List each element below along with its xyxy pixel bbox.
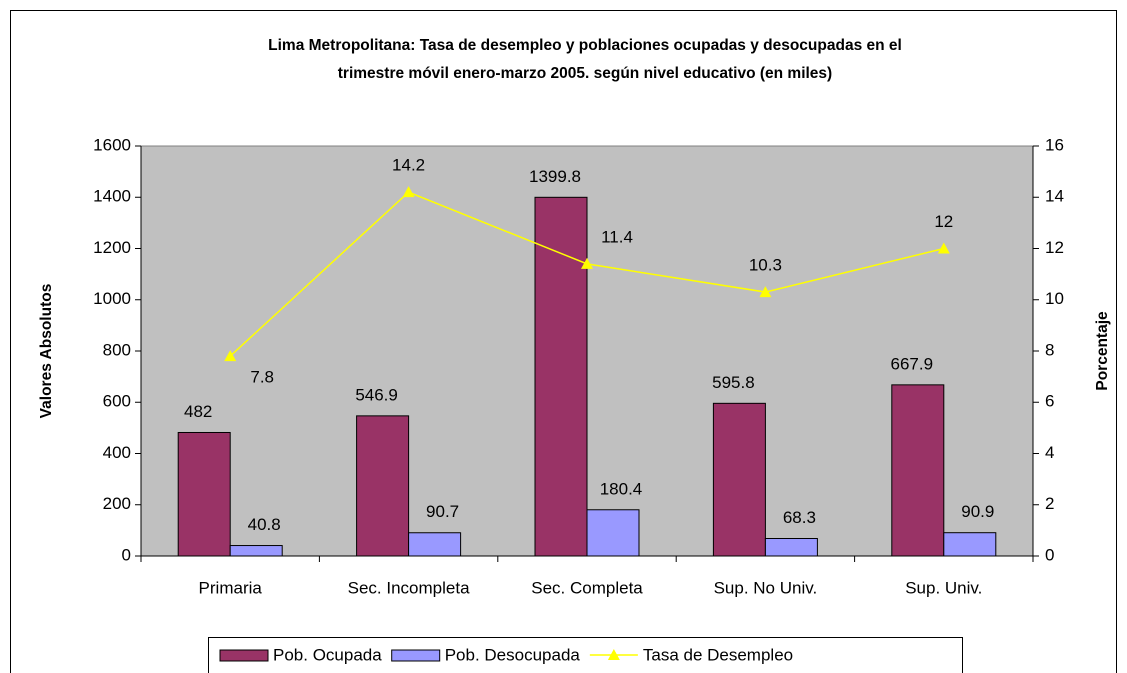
data-label: 1399.8 — [529, 167, 581, 186]
data-label: 12 — [934, 212, 953, 231]
y-tick-label: 400 — [103, 443, 131, 462]
data-label: 10.3 — [749, 256, 782, 275]
x-tick-label: Sec. Completa — [531, 578, 643, 597]
legend-label: Tasa de Desempleo — [643, 645, 793, 664]
data-label: 90.7 — [426, 502, 459, 521]
y-tick-label: 200 — [103, 494, 131, 513]
y-tick-label: 1600 — [93, 135, 131, 154]
line-marker — [224, 350, 237, 362]
line-marker — [937, 242, 950, 254]
chart-frame — [10, 10, 1117, 673]
bar — [764, 537, 818, 557]
data-label: 7.8 — [250, 368, 274, 387]
legend-swatch — [391, 649, 441, 662]
y2-tick-label: 14 — [1045, 187, 1064, 206]
data-label: 482 — [184, 402, 212, 421]
line-marker — [581, 257, 593, 269]
y-tick-label: 1400 — [93, 187, 131, 206]
y-tick-label: 1200 — [93, 238, 131, 257]
x-tick-label: Primaria — [199, 578, 263, 597]
data-label: 595.8 — [712, 373, 755, 392]
bar — [229, 545, 283, 557]
legend-label: Pob. Ocupada — [273, 645, 382, 664]
y2-tick-label: 4 — [1045, 443, 1054, 462]
line-marker — [759, 286, 772, 298]
legend-marker — [607, 649, 620, 660]
x-tick-label: Sup. Univ. — [905, 578, 982, 597]
legend-label: Pob. Desocupada — [445, 645, 581, 664]
bar — [177, 431, 231, 557]
y-tick-label: 0 — [122, 545, 131, 564]
bar — [712, 402, 766, 557]
y2-tick-label: 10 — [1045, 289, 1064, 308]
data-label: 546.9 — [355, 385, 398, 404]
y2-tick-label: 6 — [1045, 392, 1054, 411]
y2-tick-label: 12 — [1045, 238, 1064, 257]
y-tick-label: 600 — [103, 392, 131, 411]
chart-title: trimestre móvil enero-marzo 2005. según … — [338, 65, 832, 82]
chart-title: Lima Metropolitana: Tasa de desempleo y … — [268, 37, 902, 54]
bar — [586, 509, 640, 557]
y2-tick-label: 8 — [1045, 340, 1054, 359]
data-label: 667.9 — [891, 354, 934, 373]
data-label: 90.9 — [961, 502, 994, 521]
data-label: 68.3 — [783, 508, 816, 527]
bar — [534, 196, 588, 557]
data-label: 40.8 — [248, 515, 281, 534]
bar — [943, 532, 997, 557]
y2-axis-title: Porcentaje — [1094, 311, 1111, 391]
x-tick-label: Sup. No Univ. — [714, 578, 818, 597]
x-tick-label: Sec. Incompleta — [348, 578, 470, 597]
y-tick-label: 800 — [103, 340, 131, 359]
legend-box — [208, 637, 963, 673]
bar — [356, 415, 410, 557]
y-tick-label: 1000 — [93, 289, 131, 308]
data-label: 14.2 — [392, 156, 425, 175]
y2-tick-label: 2 — [1045, 494, 1054, 513]
y2-tick-label: 0 — [1045, 545, 1054, 564]
line-marker — [402, 186, 415, 198]
legend-swatch — [219, 649, 269, 662]
bar — [891, 384, 945, 557]
y-axis-title: Valores Absolutos — [38, 284, 55, 419]
bar — [408, 532, 462, 557]
data-label: 11.4 — [601, 227, 633, 246]
data-label: 180.4 — [600, 479, 643, 498]
y2-tick-label: 16 — [1045, 135, 1064, 154]
